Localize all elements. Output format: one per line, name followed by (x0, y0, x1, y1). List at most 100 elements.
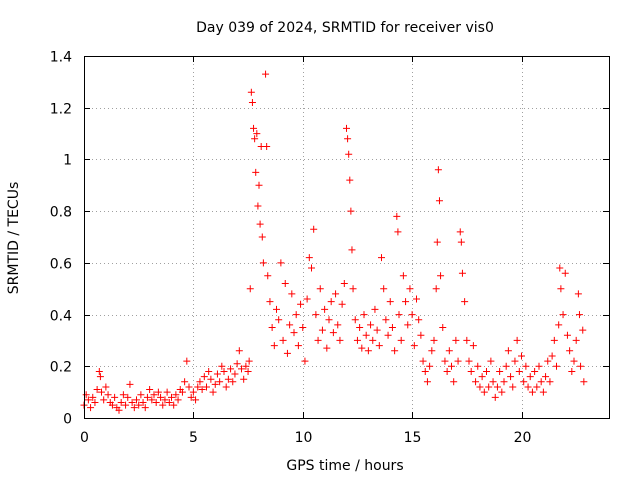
data-point (218, 362, 226, 370)
data-point (198, 386, 206, 394)
data-point (430, 336, 438, 344)
data-point (192, 396, 200, 404)
data-point (133, 396, 140, 404)
data-point (303, 295, 311, 303)
data-point (189, 388, 197, 396)
data-point (255, 181, 263, 189)
x-tick-label: 0 (80, 430, 89, 446)
data-point (242, 362, 250, 370)
data-point (463, 336, 471, 344)
data-point (154, 388, 162, 396)
data-point (371, 305, 379, 313)
data-point (550, 336, 558, 344)
data-point (500, 378, 508, 386)
data-point (277, 259, 285, 267)
data-point (469, 342, 477, 350)
data-point (572, 336, 580, 344)
data-point (450, 378, 458, 386)
data-point (498, 388, 506, 396)
data-point (275, 316, 283, 324)
data-point (382, 316, 390, 324)
data-point (209, 388, 217, 396)
data-point (150, 391, 158, 399)
data-point (305, 254, 313, 262)
data-point (378, 254, 385, 262)
data-point (172, 391, 180, 399)
data-point (524, 383, 532, 391)
data-point (336, 336, 344, 344)
data-point (194, 383, 202, 391)
data-point (493, 383, 501, 391)
data-point (435, 197, 443, 205)
data-point (211, 380, 219, 388)
data-point (227, 365, 235, 373)
y-tick-label: 0.4 (50, 309, 72, 325)
data-point (542, 373, 550, 381)
data-point (539, 388, 547, 396)
data-point (185, 383, 193, 391)
data-point (91, 398, 99, 406)
data-point (256, 220, 264, 228)
data-point (421, 367, 429, 375)
data-point (384, 331, 392, 339)
data-point (252, 168, 260, 176)
data-point (472, 378, 480, 386)
data-point (347, 207, 355, 215)
data-point (574, 290, 582, 298)
y-tick-label: 1 (63, 153, 72, 169)
data-point (288, 290, 296, 298)
data-point (364, 347, 372, 355)
data-point (119, 391, 127, 399)
data-point (273, 305, 280, 313)
data-point (301, 357, 309, 365)
data-point (570, 357, 578, 365)
data-point (566, 347, 574, 355)
data-point (262, 70, 270, 78)
data-point (373, 326, 381, 334)
data-point (537, 378, 545, 386)
data-point (93, 386, 101, 394)
data-point (487, 357, 495, 365)
data-point (393, 212, 401, 220)
data-point (439, 324, 447, 331)
data-point (502, 362, 510, 370)
data-point (115, 406, 123, 414)
data-point (546, 378, 554, 386)
data-point (518, 352, 525, 360)
data-point (580, 378, 588, 386)
data-point (428, 347, 436, 355)
data-point (399, 272, 407, 280)
data-point (445, 347, 453, 355)
data-point (148, 396, 156, 404)
y-tick-label: 0.6 (50, 257, 72, 273)
x-tick-label: 15 (404, 430, 422, 446)
data-point (178, 388, 186, 396)
data-point (397, 336, 405, 344)
data-point (95, 367, 103, 375)
data-point (135, 401, 143, 409)
data-point (213, 370, 221, 378)
data-point (108, 401, 116, 409)
data-point (367, 321, 375, 329)
data-point (356, 324, 364, 331)
axis-ticks: 0 5 10 15 20 0 0.2 0.4 0.6 0.8 1 1.2 1.4 (50, 50, 609, 446)
data-point (513, 336, 521, 344)
data-point (456, 228, 464, 236)
data-point (168, 393, 175, 401)
data-point (165, 398, 173, 406)
data-point (247, 88, 255, 96)
data-point (467, 367, 475, 375)
data-point (279, 336, 287, 344)
data-point (283, 349, 291, 357)
data-point (294, 342, 302, 350)
data-point (557, 285, 565, 293)
data-point (369, 336, 377, 344)
data-point (152, 398, 160, 406)
data-point (568, 367, 576, 375)
x-tick-label: 20 (514, 430, 532, 446)
data-point (233, 360, 241, 368)
x-tick-label: 5 (189, 430, 198, 446)
data-point (362, 331, 370, 339)
chart-title: Day 039 of 2024, SRMTID for receiver vis… (196, 20, 494, 36)
data-point (157, 393, 165, 401)
